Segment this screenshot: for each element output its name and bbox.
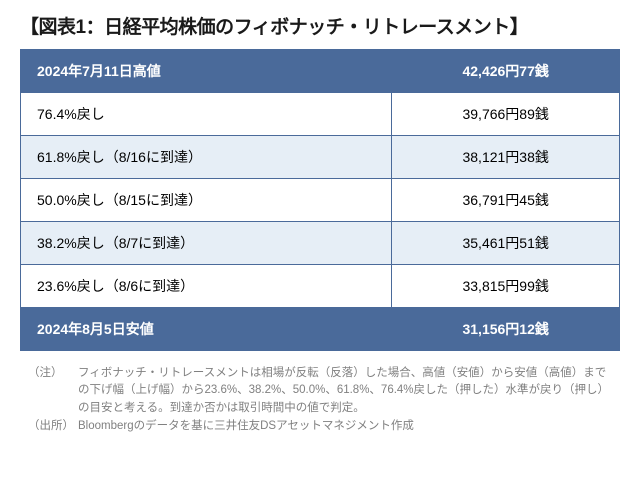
row-value: 39,766円89銭	[392, 93, 620, 136]
table-row: 23.6%戻し（8/6に到達）33,815円99銭	[21, 265, 620, 308]
chart-title: 【図表1：日経平均株価のフィボナッチ・リトレースメント】	[20, 12, 620, 39]
source-text: Bloombergのデータを基に三井住友DSアセットマネジメント作成	[78, 418, 612, 435]
footnote-note: （注） フィボナッチ・リトレースメントは相場が反転（反落）した場合、高値（安値）…	[28, 365, 612, 417]
row-label: 61.8%戻し（8/16に到達）	[21, 136, 392, 179]
row-value: 38,121円38銭	[392, 136, 620, 179]
row-label: 50.0%戻し（8/15に到達）	[21, 179, 392, 222]
note-label: （注）	[28, 365, 78, 417]
row-value: 35,461円51銭	[392, 222, 620, 265]
row-value: 33,815円99銭	[392, 265, 620, 308]
row-value: 36,791円45銭	[392, 179, 620, 222]
table-row: 61.8%戻し（8/16に到達）38,121円38銭	[21, 136, 620, 179]
footnotes: （注） フィボナッチ・リトレースメントは相場が反転（反落）した場合、高値（安値）…	[20, 365, 620, 435]
fibonacci-table: 2024年7月11日高値42,426円77銭76.4%戻し39,766円89銭6…	[20, 49, 620, 351]
footnote-source: （出所） Bloombergのデータを基に三井住友DSアセットマネジメント作成	[28, 418, 612, 435]
row-label: 2024年7月11日高値	[21, 50, 392, 93]
table-row: 50.0%戻し（8/15に到達）36,791円45銭	[21, 179, 620, 222]
source-label: （出所）	[28, 418, 78, 435]
note-text: フィボナッチ・リトレースメントは相場が反転（反落）した場合、高値（安値）から安値…	[78, 365, 612, 417]
table-row: 38.2%戻し（8/7に到達）35,461円51銭	[21, 222, 620, 265]
table-row: 2024年7月11日高値42,426円77銭	[21, 50, 620, 93]
table-row: 76.4%戻し39,766円89銭	[21, 93, 620, 136]
row-label: 76.4%戻し	[21, 93, 392, 136]
row-value: 42,426円77銭	[392, 50, 620, 93]
table-row: 2024年8月5日安値31,156円12銭	[21, 308, 620, 351]
row-label: 2024年8月5日安値	[21, 308, 392, 351]
row-label: 38.2%戻し（8/7に到達）	[21, 222, 392, 265]
table-body: 2024年7月11日高値42,426円77銭76.4%戻し39,766円89銭6…	[21, 50, 620, 351]
row-value: 31,156円12銭	[392, 308, 620, 351]
row-label: 23.6%戻し（8/6に到達）	[21, 265, 392, 308]
